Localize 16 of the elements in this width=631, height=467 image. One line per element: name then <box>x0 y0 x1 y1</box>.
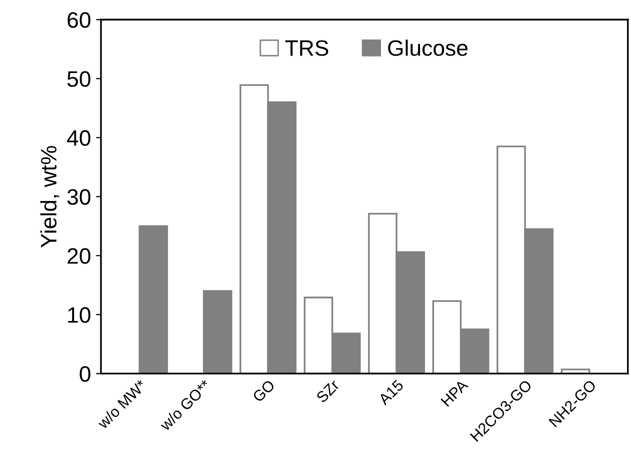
legend-label: Glucose <box>388 40 468 56</box>
y-tick-label: 20 <box>68 248 90 264</box>
y-axis-title: Yield, wt% <box>40 146 60 248</box>
y-tick-label: 60 <box>68 12 90 28</box>
legend-label: TRS <box>285 40 328 56</box>
bar <box>560 368 590 374</box>
y-tick-label: 40 <box>67 130 90 146</box>
y-tick-label: 50 <box>67 71 90 87</box>
x-tick-label: HPA <box>440 378 469 407</box>
x-tick-label: GO <box>252 379 276 403</box>
bar <box>202 290 232 374</box>
y-tick-label: 10 <box>68 307 90 323</box>
x-tick-label: SZr <box>316 378 340 404</box>
bar <box>138 225 168 374</box>
y-tick-label: 30 <box>67 189 90 205</box>
y-tick-label: 0 <box>80 366 90 382</box>
